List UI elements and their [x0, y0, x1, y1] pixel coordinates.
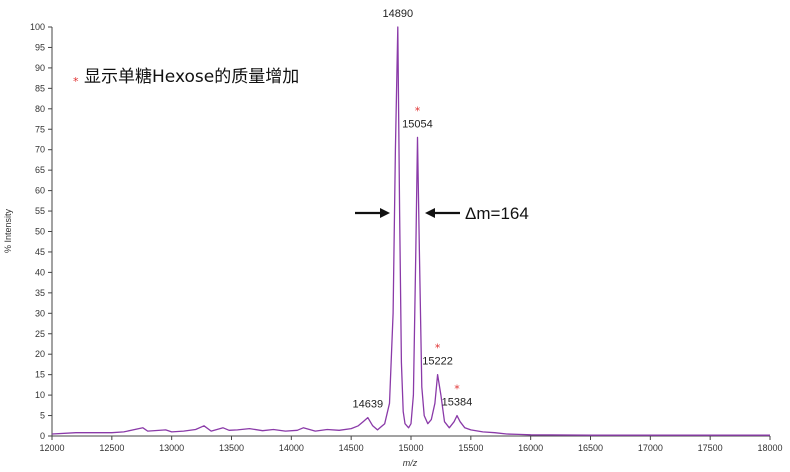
x-tick-label: 14500: [339, 443, 364, 453]
peak-label: 14890: [383, 8, 414, 20]
legend: * 显示单糖Hexose的质量增加: [73, 67, 299, 88]
x-axis-label: m/z: [403, 458, 418, 468]
y-tick-label: 60: [35, 186, 45, 196]
x-tick-label: 13500: [219, 443, 244, 453]
y-tick-label: 50: [35, 227, 45, 237]
y-tick-label: 0: [40, 431, 45, 441]
axes: [51, 27, 770, 437]
legend-star-symbol: *: [73, 75, 79, 88]
y-tick-label: 45: [35, 247, 45, 257]
peak-star-marker: *: [454, 383, 460, 396]
y-tick-label: 35: [35, 288, 45, 298]
y-tick-label: 10: [35, 390, 45, 400]
peak-label: 15222: [422, 356, 453, 368]
y-tick-label: 15: [35, 370, 45, 380]
peak-star-marker: *: [435, 342, 441, 355]
delta-mass-label: Δm=164: [465, 204, 529, 223]
x-tick-label: 12500: [99, 443, 124, 453]
x-tick-label: 15000: [398, 443, 423, 453]
legend-text: 显示单糖Hexose的质量增加: [84, 67, 299, 87]
y-tick-label: 80: [35, 104, 45, 114]
y-tick-label: 70: [35, 145, 45, 155]
y-tick-label: 100: [30, 22, 45, 32]
y-tick-label: 5: [40, 411, 45, 421]
x-tick-label: 16500: [578, 443, 603, 453]
peak-label: 14639: [353, 399, 384, 411]
peak-star-marker: *: [415, 104, 421, 117]
y-tick-label: 95: [35, 42, 45, 52]
y-tick-label: 65: [35, 165, 45, 175]
delta-annotation: Δm=164: [355, 204, 529, 223]
right-arrow-head-icon: [425, 208, 435, 218]
y-tick-label: 55: [35, 206, 45, 216]
y-ticks: 0 5 10 15 20 25 30 35 40 45 50 55 60 65 70 75 80 85 90 95 10…: [30, 22, 52, 441]
y-tick-label: 20: [35, 349, 45, 359]
y-tick-label: 30: [35, 308, 45, 318]
y-tick-label: 25: [35, 329, 45, 339]
y-tick-label: 75: [35, 124, 45, 134]
y-tick-label: 85: [35, 83, 45, 93]
peak-label: 15384: [442, 397, 473, 409]
y-tick-label: 90: [35, 63, 45, 73]
left-arrow-head-icon: [380, 208, 390, 218]
x-tick-label: 16000: [518, 443, 543, 453]
y-tick-label: 40: [35, 267, 45, 277]
x-tick-label: 17000: [638, 443, 663, 453]
y-axis-label: % Intensity: [3, 208, 13, 253]
x-tick-label: 15500: [458, 443, 483, 453]
x-tick-label: 14000: [279, 443, 304, 453]
peak-label: 15054: [402, 118, 433, 130]
x-tick-label: 13000: [159, 443, 184, 453]
x-ticks: 12000 12500 13000 13500 14000 14500 15000 15500…: [39, 436, 783, 453]
x-tick-label: 18000: [757, 443, 782, 453]
x-tick-label: 17500: [698, 443, 723, 453]
x-tick-label: 12000: [39, 443, 64, 453]
spectrum-line: [51, 26, 770, 436]
